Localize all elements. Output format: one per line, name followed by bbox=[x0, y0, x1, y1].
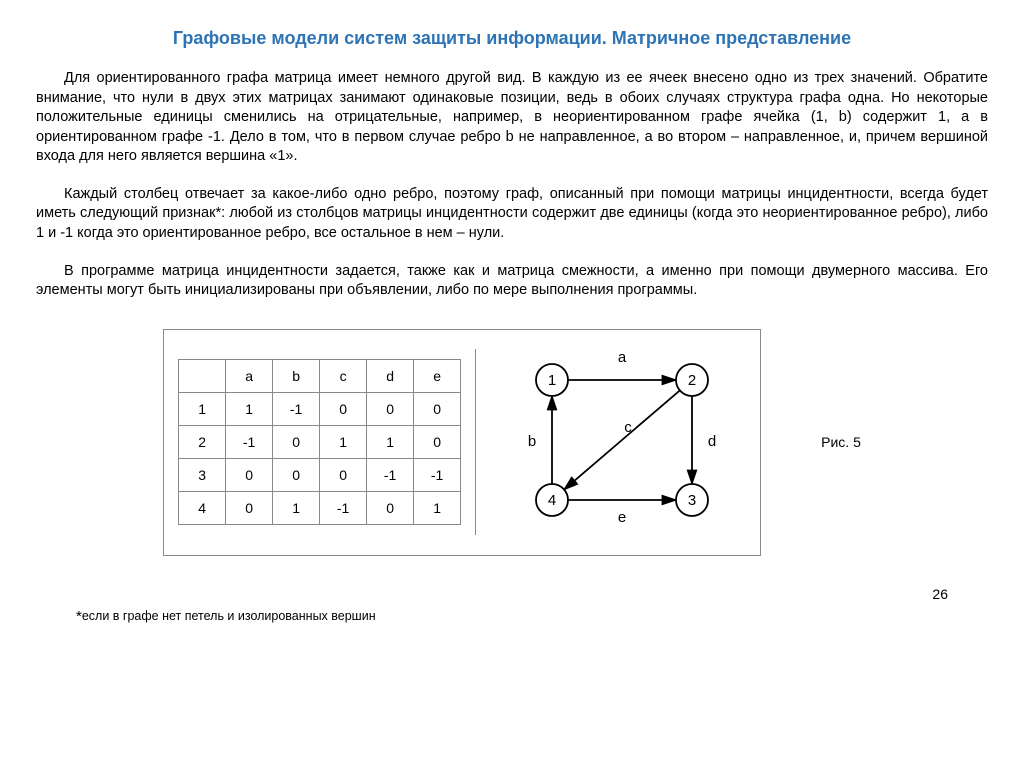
matrix-panel: abcde11-10002-101103000-1-1401-101 bbox=[164, 349, 476, 535]
matrix-cell: 0 bbox=[273, 459, 320, 492]
matrix-cell: -1 bbox=[414, 459, 461, 492]
matrix-col-header: a bbox=[226, 360, 273, 393]
matrix-cell: 0 bbox=[414, 426, 461, 459]
page-number: 26 bbox=[36, 586, 988, 602]
directed-graph: a b c d e 1 2 3 4 bbox=[512, 340, 732, 540]
matrix-cell: 0 bbox=[367, 492, 414, 525]
footnote-text: если в графе нет петель и изолированных … bbox=[82, 609, 376, 623]
matrix-row-header: 4 bbox=[179, 492, 226, 525]
paragraph-1: Для ориентированного графа матрица имеет… bbox=[36, 69, 988, 167]
matrix-cell: 0 bbox=[414, 393, 461, 426]
matrix-cell: 1 bbox=[226, 393, 273, 426]
graph-node-label: 1 bbox=[548, 372, 556, 389]
matrix-cell: 0 bbox=[273, 426, 320, 459]
matrix-col-header: b bbox=[273, 360, 320, 393]
matrix-cell: -1 bbox=[226, 426, 273, 459]
matrix-cell: 1 bbox=[414, 492, 461, 525]
graph-node-label: 3 bbox=[688, 492, 696, 509]
matrix-cell: 0 bbox=[320, 459, 367, 492]
incidence-matrix: abcde11-10002-101103000-1-1401-101 bbox=[178, 359, 461, 525]
footnote: *если в графе нет петель и изолированных… bbox=[76, 608, 988, 625]
matrix-row-header: 3 bbox=[179, 459, 226, 492]
graph-panel: a b c d e 1 2 3 4 bbox=[476, 330, 760, 555]
matrix-cell: -1 bbox=[273, 393, 320, 426]
paragraph-2: Каждый столбец отвечает за какое-либо од… bbox=[36, 185, 988, 244]
graph-edge-label: a bbox=[618, 349, 627, 366]
matrix-cell: 1 bbox=[367, 426, 414, 459]
graph-edge-label: b bbox=[528, 433, 536, 450]
figure-box: abcde11-10002-101103000-1-1401-101 abcde… bbox=[163, 329, 761, 556]
graph-node-label: 4 bbox=[548, 492, 556, 509]
matrix-cell: -1 bbox=[320, 492, 367, 525]
matrix-col-header: d bbox=[367, 360, 414, 393]
figure-caption: Рис. 5 bbox=[821, 434, 861, 450]
matrix-cell: 0 bbox=[367, 393, 414, 426]
matrix-col-header: c bbox=[320, 360, 367, 393]
graph-edge-label: c bbox=[624, 419, 632, 436]
matrix-cell: 1 bbox=[273, 492, 320, 525]
matrix-cell: -1 bbox=[367, 459, 414, 492]
matrix-col-header: e bbox=[414, 360, 461, 393]
matrix-cell: 0 bbox=[320, 393, 367, 426]
matrix-cell: 0 bbox=[226, 459, 273, 492]
matrix-row-header: 1 bbox=[179, 393, 226, 426]
matrix-row-header: 2 bbox=[179, 426, 226, 459]
graph-node-label: 2 bbox=[688, 372, 696, 389]
matrix-cell: 1 bbox=[320, 426, 367, 459]
paragraph-3: В программе матрица инцидентности задает… bbox=[36, 262, 988, 301]
figure-row: abcde11-10002-101103000-1-1401-101 abcde… bbox=[36, 329, 988, 556]
graph-edge-label: e bbox=[618, 509, 626, 526]
page-title: Графовые модели систем защиты информации… bbox=[36, 28, 988, 49]
graph-edge-label: d bbox=[708, 433, 716, 450]
matrix-cell: 0 bbox=[226, 492, 273, 525]
graph-edge bbox=[564, 390, 680, 489]
